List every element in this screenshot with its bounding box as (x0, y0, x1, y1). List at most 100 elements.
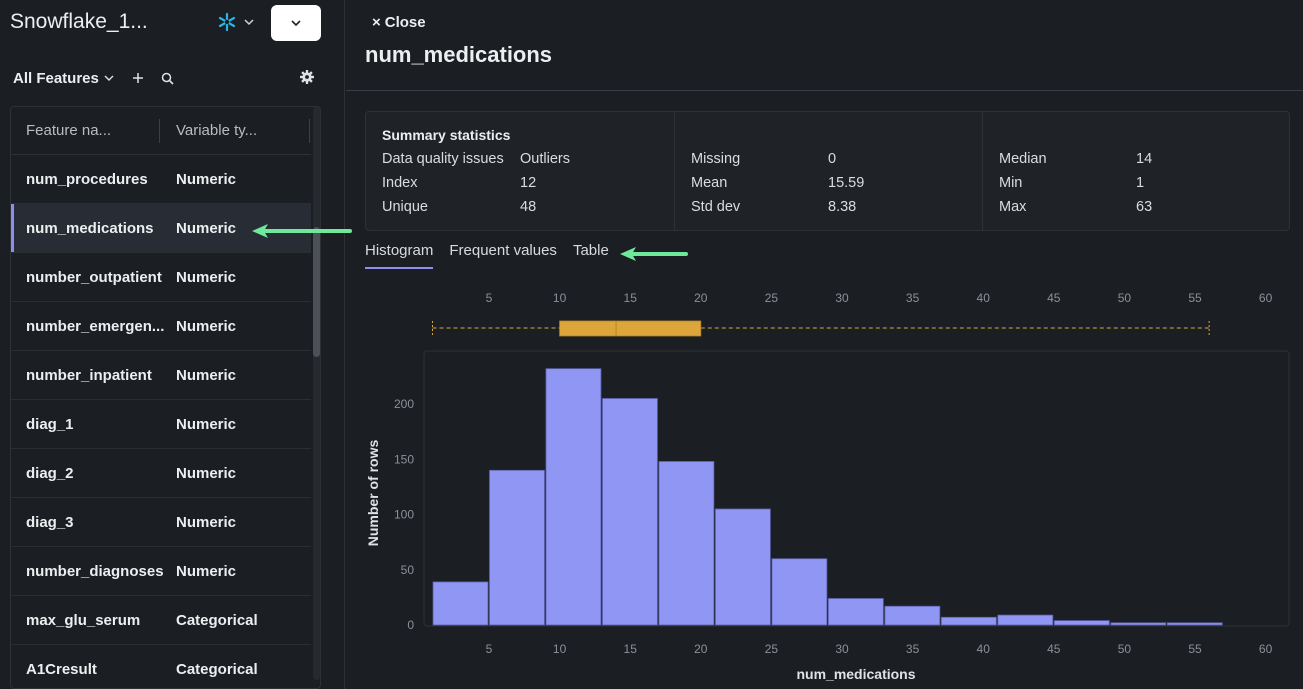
y-tick-label: 200 (394, 397, 414, 411)
x-tick-label: 25 (765, 642, 779, 656)
summary-statistics-card: Summary statistics Data quality issues O… (365, 111, 1290, 231)
table-row[interactable]: diag_2 Numeric (11, 449, 311, 498)
x-tick-label: 60 (1259, 642, 1273, 656)
y-axis-label: Number of rows (365, 440, 381, 547)
gear-icon[interactable] (300, 70, 314, 84)
tab-table[interactable]: Table (572, 242, 609, 259)
table-row[interactable]: num_procedures Numeric (11, 155, 311, 204)
table-row[interactable]: number_diagnoses Numeric (11, 547, 311, 596)
stat-value: 15.59 (828, 175, 865, 191)
top-x-tick-label: 35 (906, 291, 920, 305)
histogram-chart: 5 10 15 20 25 30 35 40 45 50 55 60 0 50 100 150 200 5 10 15… (365, 291, 1290, 682)
histogram-bar (715, 508, 771, 626)
feature-name: diag_2 (26, 465, 74, 482)
x-tick-label: 5 (486, 642, 493, 656)
variable-type: Numeric (176, 563, 237, 580)
plot-frame (423, 350, 1290, 627)
histogram-bar (432, 581, 489, 626)
dropdown-button[interactable] (271, 5, 321, 41)
search-icon[interactable] (161, 71, 175, 85)
view-tabs: Histogram Frequent values Table (365, 242, 625, 270)
vertical-scrollbar[interactable] (313, 107, 320, 680)
tab-frequent-values[interactable]: Frequent values (449, 242, 557, 259)
histogram-bar (940, 616, 997, 626)
feature-title: num_medications (365, 42, 553, 67)
column-header-variable-type[interactable]: Variable ty... (176, 122, 258, 139)
feature-name: number_inpatient (26, 367, 152, 384)
y-tick-label: 100 (394, 508, 414, 522)
stats-column-2: Missing 0 Mean 15.59 Std dev 8.38 (674, 112, 982, 230)
histogram-bar (489, 469, 545, 626)
histogram-bar (545, 368, 602, 626)
top-x-tick-label: 10 (553, 291, 567, 305)
column-header-feature-name[interactable]: Feature na... (26, 122, 112, 139)
variable-type: Numeric (176, 220, 237, 237)
table-row[interactable]: number_emergen... Numeric (11, 302, 311, 351)
variable-type: Numeric (176, 465, 237, 482)
y-tick-label: 0 (407, 618, 414, 632)
chevron-down-icon (291, 20, 301, 27)
x-tick-label: 45 (1047, 642, 1061, 656)
feature-name: num_procedures (26, 171, 148, 188)
feature-name: diag_3 (26, 514, 74, 531)
variable-type: Categorical (176, 612, 258, 629)
y-tick-label: 50 (401, 563, 415, 577)
feature-name: number_diagnoses (26, 563, 164, 580)
feature-name: max_glu_serum (26, 612, 141, 629)
stat-label: Unique (382, 199, 428, 215)
top-x-tick-label: 55 (1188, 291, 1202, 305)
top-x-tick-label: 5 (486, 291, 493, 305)
y-tick-label: 150 (394, 452, 414, 466)
chevron-down-icon (104, 75, 114, 81)
stat-value: 63 (1136, 199, 1153, 215)
scrollbar-thumb[interactable] (313, 227, 320, 357)
divider (346, 90, 1303, 91)
stat-label: Index (382, 175, 418, 191)
variable-type: Numeric (176, 416, 237, 433)
table-row[interactable]: diag_1 Numeric (11, 400, 311, 449)
top-x-tick-label: 45 (1047, 291, 1061, 305)
add-icon[interactable] (131, 71, 145, 85)
connection-chevron-down-icon[interactable] (243, 15, 255, 27)
histogram-bar (658, 461, 715, 626)
column-resize-handle[interactable] (159, 119, 160, 143)
table-row[interactable]: number_inpatient Numeric (11, 351, 311, 400)
column-resize-handle[interactable] (309, 119, 310, 143)
x-tick-label: 40 (977, 642, 991, 656)
tab-histogram[interactable]: Histogram (365, 242, 434, 269)
table-header: Feature na... Variable ty... (11, 107, 311, 155)
x-tick-label: 35 (906, 642, 920, 656)
top-x-tick-label: 15 (624, 291, 638, 305)
variable-type: Categorical (176, 661, 258, 678)
stat-label: Missing (691, 151, 741, 167)
stats-column-3: Median 14 Min 1 Max 63 (982, 112, 1289, 230)
top-x-tick-label: 30 (835, 291, 849, 305)
close-button[interactable]: × Close (372, 14, 426, 31)
x-tick-label: 55 (1188, 642, 1202, 656)
variable-type: Numeric (176, 171, 237, 188)
variable-type: Numeric (176, 514, 237, 531)
all-features-dropdown[interactable]: All Features (13, 70, 115, 87)
table-row[interactable]: A1Cresult Categorical (11, 645, 311, 688)
feature-name: num_medications (26, 220, 154, 237)
x-tick-label: 50 (1118, 642, 1132, 656)
table-row[interactable]: diag_3 Numeric (11, 498, 311, 547)
variable-type: Numeric (176, 318, 237, 335)
boxplot-box (559, 320, 702, 337)
feature-name: number_outpatient (26, 269, 162, 286)
variable-type: Numeric (176, 367, 237, 384)
feature-table: Feature na... Variable ty... num_procedu… (10, 106, 321, 689)
stat-value: 14 (1136, 151, 1153, 167)
stat-label: Data quality issues (382, 151, 504, 167)
histogram-bar (602, 398, 658, 626)
top-x-tick-label: 40 (977, 291, 991, 305)
table-row[interactable]: number_outpatient Numeric (11, 253, 311, 302)
stat-value: 48 (520, 199, 537, 215)
table-row[interactable]: max_glu_serum Categorical (11, 596, 311, 645)
histogram-bar (827, 598, 884, 626)
sidebar: Snowflake_1... All Features (0, 0, 345, 689)
x-tick-label: 20 (694, 642, 708, 656)
stat-label: Median (999, 151, 1047, 167)
summary-title: Summary statistics (382, 127, 511, 143)
snowflake-icon[interactable] (217, 12, 237, 32)
